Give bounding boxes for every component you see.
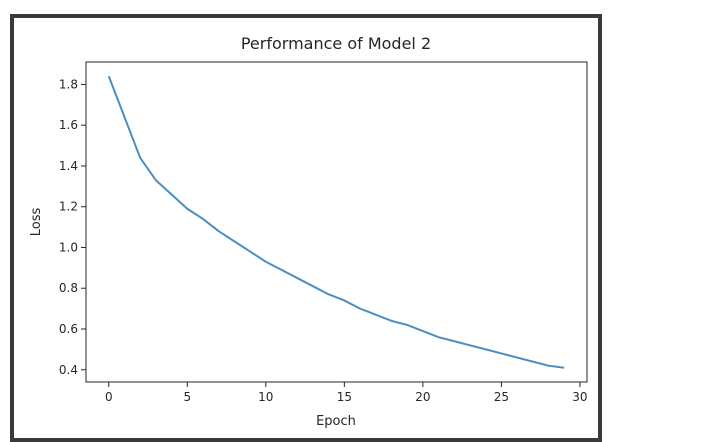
y-tick-label: 0.6 — [59, 322, 78, 336]
x-tick-label: 10 — [258, 390, 273, 404]
loss-series-line — [107, 75, 565, 369]
loss-chart: Performance of Model 2 0 5 10 15 20 25 30 0.40… — [29, 34, 588, 429]
x-axis: 0 5 10 15 20 25 30 — [105, 382, 588, 404]
y-tick-label: 1.4 — [59, 159, 78, 173]
y-axis-label: Loss — [29, 208, 44, 237]
y-tick-label: 0.4 — [59, 363, 78, 377]
x-tick-label: 15 — [337, 390, 352, 404]
x-tick-label: 5 — [183, 390, 191, 404]
y-tick-label: 1.8 — [59, 77, 78, 91]
y-tick-label: 0.8 — [59, 281, 78, 295]
series-layer — [107, 75, 565, 369]
x-tick-label: 25 — [494, 390, 509, 404]
plot-area — [85, 61, 588, 383]
x-tick-label: 30 — [572, 390, 587, 404]
y-tick-label: 1.6 — [59, 118, 78, 132]
x-tick-label: 0 — [105, 390, 113, 404]
y-tick-label: 1.0 — [59, 240, 78, 254]
y-axis: 0.4 0.6 0.8 1.0 1.2 1.4 1.6 1.8 — [59, 77, 86, 377]
axes-frame — [85, 61, 588, 383]
x-axis-label: Epoch — [316, 414, 356, 429]
chart-window: Performance of Model 2 0 5 10 15 20 25 30 0.4 0… — [10, 14, 602, 442]
x-tick-label: 20 — [415, 390, 430, 404]
chart-title: Performance of Model 2 — [241, 34, 431, 53]
y-tick-label: 1.2 — [59, 200, 78, 214]
